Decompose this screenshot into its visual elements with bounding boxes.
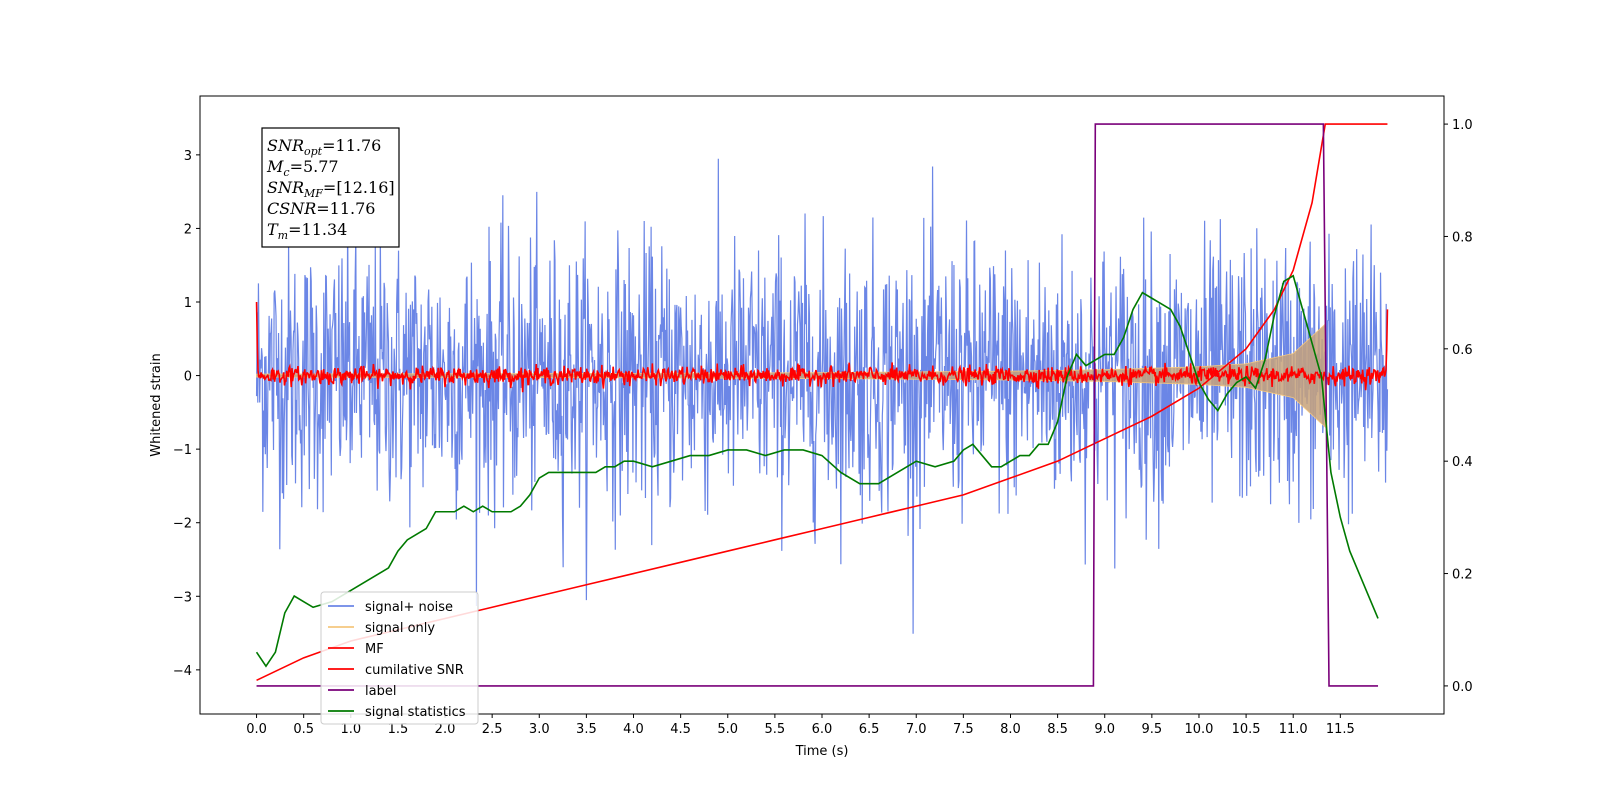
legend-label: signal statistics — [365, 705, 466, 720]
legend-label: signal only — [365, 621, 435, 636]
series-signal-statistics — [255, 274, 1379, 668]
series-label — [256, 123, 1379, 687]
x-tick-label: 2.0 — [435, 722, 456, 737]
annotation-line: SNRopt=11.76 — [267, 136, 381, 158]
x-tick-label: 10.0 — [1184, 722, 1213, 737]
y-axis-left: −4 −3 −2 −1 0 1 2 3 — [173, 149, 200, 679]
y2-tick-label: 0.6 — [1452, 343, 1473, 358]
x-tick-label: 4.0 — [623, 722, 644, 737]
x-tick-label: 6.5 — [859, 722, 880, 737]
x-tick-label: 9.0 — [1094, 722, 1115, 737]
y2-tick-label: 0.2 — [1452, 568, 1473, 583]
y2-tick-label: 1.0 — [1452, 118, 1473, 133]
y-axis-right: 0.0 0.2 0.4 0.6 0.8 1.0 — [1444, 118, 1473, 695]
x-tick-label: 8.0 — [1000, 722, 1021, 737]
x-tick-label: 4.5 — [670, 722, 691, 737]
x-tick-label: 5.0 — [717, 722, 738, 737]
y-tick-label: 3 — [184, 149, 192, 164]
x-tick-label: 1.0 — [340, 722, 361, 737]
x-tick-label: 3.5 — [576, 722, 597, 737]
x-tick-label: 9.5 — [1142, 722, 1163, 737]
x-tick-label: 1.5 — [388, 722, 409, 737]
x-axis: 0.0 0.5 1.0 1.5 2.0 2.5 3.0 3.5 4.0 4.5 5.0 5.5 6.0 6… — [246, 714, 1355, 737]
x-tick-label: 3.0 — [529, 722, 550, 737]
y-tick-label: −4 — [173, 664, 192, 679]
x-tick-label: 5.5 — [765, 722, 786, 737]
legend-label: cumilative SNR — [365, 663, 464, 678]
legend-label: signal+ noise — [365, 600, 453, 615]
x-tick-label: 7.0 — [906, 722, 927, 737]
y-tick-label: −1 — [173, 443, 192, 458]
x-tick-label: 7.5 — [953, 722, 974, 737]
x-axis-label: Time (s) — [795, 744, 849, 759]
y-tick-label: −2 — [173, 517, 192, 532]
x-tick-label: 0.0 — [246, 722, 267, 737]
legend-label: label — [365, 684, 396, 699]
y2-tick-label: 0.8 — [1452, 230, 1473, 245]
y-tick-label: 0 — [184, 370, 192, 385]
annotation-line: Mc=5.77 — [266, 157, 339, 179]
x-tick-label: 6.0 — [812, 722, 833, 737]
legend-frame — [320, 591, 479, 725]
x-tick-label: 11.0 — [1279, 722, 1308, 737]
annotation-line: CSNR=11.76 — [267, 199, 375, 218]
legend-label: MF — [365, 642, 384, 657]
series-mf — [255, 301, 1389, 393]
annotation-line: SNRMF=[12.16] — [267, 178, 395, 200]
x-tick-label: 0.5 — [293, 722, 314, 737]
legend: signal+ noise signal only MF cumilative SNR… — [320, 591, 479, 725]
x-tick-label: 11.5 — [1326, 722, 1355, 737]
annotation-box: SNRopt=11.76Mc=5.77SNRMF=[12.16]CSNR=11.… — [261, 127, 400, 248]
x-tick-label: 2.5 — [482, 722, 503, 737]
y-tick-label: 2 — [184, 222, 192, 237]
x-tick-label: 8.5 — [1047, 722, 1068, 737]
x-tick-label: 10.5 — [1232, 722, 1261, 737]
y-tick-label: −3 — [173, 590, 192, 605]
y2-tick-label: 0.4 — [1452, 455, 1473, 470]
y-tick-label: 1 — [184, 296, 192, 311]
y2-tick-label: 0.0 — [1452, 680, 1473, 695]
annotation-frame — [261, 127, 400, 248]
y-axis-label: Whitened strain — [149, 353, 164, 456]
annotation-line: Tm=11.34 — [267, 220, 347, 242]
